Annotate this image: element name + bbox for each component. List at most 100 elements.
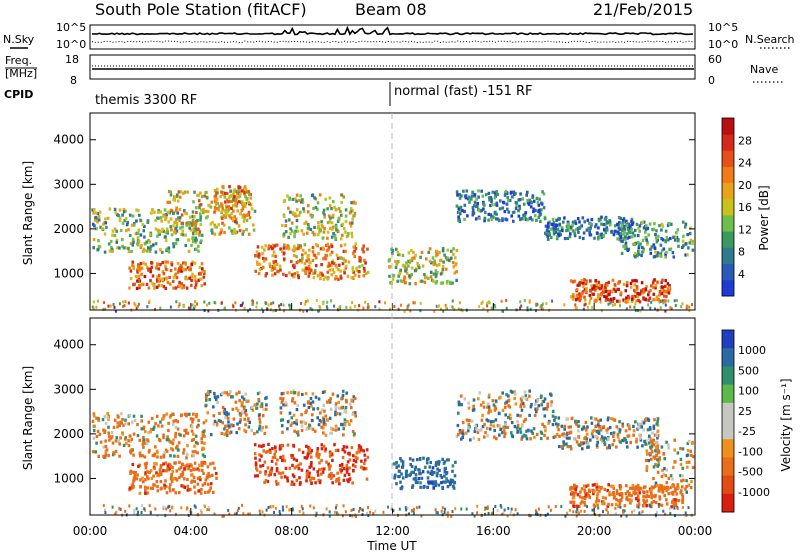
heatmap-cell (683, 225, 687, 229)
heatmap-cell (443, 510, 446, 514)
heatmap-cell (664, 239, 667, 243)
heatmap-cell (669, 236, 672, 241)
heatmap-cell (165, 412, 169, 416)
heatmap-cell (213, 466, 216, 470)
heatmap-cell (631, 297, 634, 301)
heatmap-cell (519, 218, 522, 222)
heatmap-cell (510, 420, 514, 425)
heatmap-cell (346, 233, 350, 237)
heatmap-cell (653, 246, 657, 250)
heatmap-cell (252, 300, 254, 304)
heatmap-cell (308, 426, 311, 430)
heatmap-cell (177, 441, 181, 445)
heatmap-cell (230, 229, 233, 233)
heatmap-cell (496, 424, 500, 428)
heatmap-cell (176, 211, 179, 215)
heatmap-cell (222, 214, 226, 218)
heatmap-cell (202, 447, 205, 451)
heatmap-cell (658, 457, 661, 462)
heatmap-cell (157, 472, 160, 476)
heatmap-cell (438, 304, 441, 308)
heatmap-cell (138, 213, 141, 217)
heatmap-cell (658, 224, 661, 228)
heatmap-cell (603, 228, 606, 232)
heatmap-cell (612, 296, 616, 301)
heatmap-cell (626, 498, 630, 502)
heatmap-cell (234, 201, 238, 206)
heatmap-cell (165, 438, 169, 442)
heatmap-cell (494, 210, 497, 214)
heatmap-cell (264, 478, 268, 483)
heatmap-cell (593, 490, 596, 494)
heatmap-cell (296, 433, 300, 437)
heatmap-cell (232, 417, 236, 421)
heatmap-cell (636, 499, 640, 503)
heatmap-cell (503, 193, 507, 197)
heatmap-cell (666, 486, 669, 490)
heatmap-cell (260, 266, 263, 271)
heatmap-cell (129, 277, 133, 281)
heatmap-cell (310, 461, 313, 465)
heatmap-cell (127, 422, 130, 426)
heatmap-cell (665, 250, 668, 254)
heatmap-cell (645, 494, 649, 498)
heatmap-cell (145, 282, 149, 286)
heatmap-cell (361, 508, 364, 512)
heatmap-cell (443, 460, 447, 464)
heatmap-cell (97, 215, 101, 219)
heatmap-cell (236, 191, 239, 195)
heatmap-cell (349, 419, 353, 423)
heatmap-cell (457, 400, 461, 404)
heatmap-cell (171, 506, 174, 510)
heatmap-cell (684, 242, 688, 246)
heatmap-cell (195, 247, 198, 251)
heatmap-cell (410, 273, 413, 277)
heatmap-cell (597, 295, 600, 299)
heatmap-cell (649, 247, 652, 251)
heatmap-cell (249, 307, 251, 311)
heatmap-cell (514, 191, 517, 196)
heatmap-cell (352, 507, 355, 511)
heatmap-cell (178, 216, 182, 220)
heatmap-cell (265, 508, 268, 512)
heatmap-cell (669, 485, 673, 489)
heatmap-cell (220, 431, 224, 435)
heatmap-cell (636, 445, 639, 449)
heatmap-cell (194, 450, 197, 454)
heatmap-cell (626, 300, 630, 304)
heatmap-cell (688, 241, 692, 245)
heatmap-cell (585, 287, 588, 291)
heatmap-cell (231, 217, 235, 221)
heatmap-cell (223, 230, 226, 235)
heatmap-cell (625, 232, 629, 236)
heatmap-cell (636, 291, 639, 295)
heatmap-cell (647, 303, 650, 307)
heatmap-cell (104, 221, 108, 225)
heatmap-cell (137, 209, 140, 213)
heatmap-cell (635, 279, 639, 283)
heatmap-cell (570, 416, 574, 421)
heatmap-cell (293, 272, 297, 276)
heatmap-cell (241, 401, 244, 405)
heatmap-cell (194, 304, 197, 308)
heatmap-cell (427, 276, 430, 280)
heatmap-cell (594, 288, 597, 292)
heatmap-cell (279, 247, 282, 251)
heatmap-cell (305, 479, 308, 483)
heatmap-cell (233, 227, 236, 231)
heatmap-cell (217, 418, 221, 423)
heatmap-cell (174, 231, 178, 235)
heatmap-cell (601, 502, 604, 506)
heatmap-cell (187, 306, 190, 310)
heatmap-cell (314, 264, 318, 268)
heatmap-cell (153, 466, 156, 470)
heatmap-cell (189, 266, 192, 270)
heatmap-cell (313, 429, 317, 433)
heatmap-cell (452, 484, 455, 488)
heatmap-cell (603, 440, 606, 445)
heatmap-cell (444, 480, 447, 484)
heatmap-cell (193, 215, 196, 219)
heatmap-cell (662, 247, 666, 251)
heatmap-cell (164, 514, 167, 518)
heatmap-cell (550, 400, 553, 404)
